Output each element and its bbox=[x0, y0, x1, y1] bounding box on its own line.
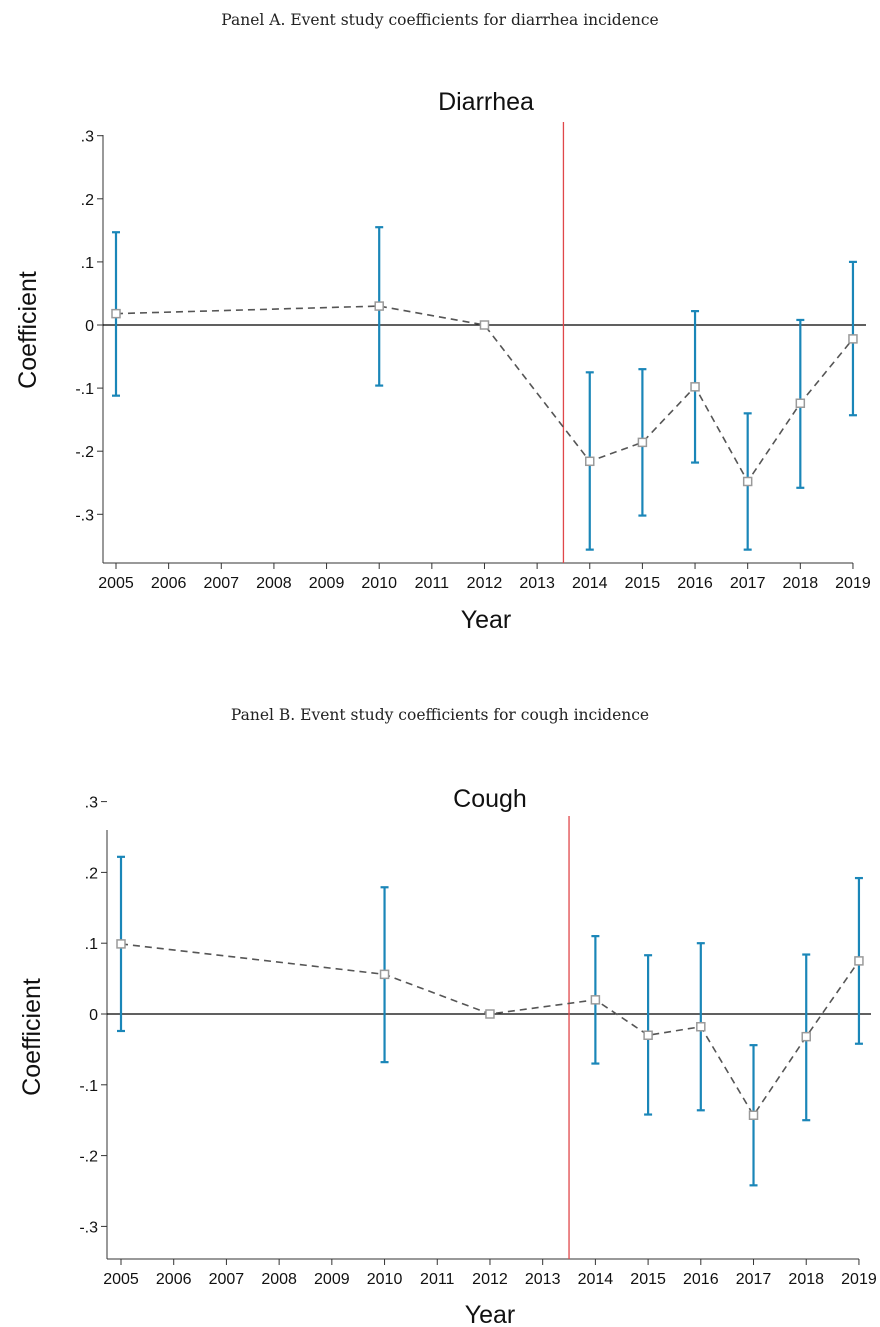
diarrhea-x-tick-label: 2016 bbox=[677, 575, 713, 592]
diarrhea-point-marker bbox=[374, 301, 384, 311]
cough-x-tick-label: 2011 bbox=[420, 1271, 455, 1288]
diarrhea-x-tick-label: 2019 bbox=[835, 575, 871, 592]
cough-y-tick-label: -.2 bbox=[79, 1149, 98, 1166]
diarrhea-x-tick-label: 2013 bbox=[519, 575, 555, 592]
cough-x-tick-label: 2014 bbox=[578, 1271, 614, 1288]
cough-y-tick-label: .1 bbox=[85, 936, 98, 953]
diarrhea-y-tick-label: 0 bbox=[85, 318, 94, 335]
cough-chart-title: Cough bbox=[453, 785, 527, 813]
cough-point-marker bbox=[116, 939, 126, 949]
diarrhea-x-tick-label: 2008 bbox=[256, 575, 292, 592]
cough-y-axis-label: Coefficient bbox=[18, 978, 46, 1096]
cough-x-tick-label: 2015 bbox=[630, 1271, 666, 1288]
cough-x-tick-label: 2016 bbox=[683, 1271, 719, 1288]
cough-point-marker bbox=[485, 1009, 495, 1019]
diarrhea-x-tick-label: 2012 bbox=[467, 575, 503, 592]
diarrhea-y-tick-label: -.1 bbox=[75, 381, 94, 398]
diarrhea-point-marker bbox=[795, 398, 806, 408]
diarrhea-y-tick-label: -.3 bbox=[75, 507, 94, 524]
diarrhea-x-tick-label: 2005 bbox=[98, 575, 134, 592]
cough-y-tick-label: .3 bbox=[85, 795, 98, 812]
diarrhea-x-tick-label: 2007 bbox=[203, 575, 239, 592]
cough-chart: Cough .3 .2 .1 0 -.1 -.2 -.3 2005 2006 2007 2008 200… bbox=[18, 785, 877, 1327]
cough-x-tick-label: 2018 bbox=[788, 1271, 824, 1288]
diarrhea-x-tick-label: 2010 bbox=[361, 575, 397, 592]
cough-point-marker bbox=[590, 995, 601, 1005]
diarrhea-x-tick-label: 2018 bbox=[783, 575, 819, 592]
diarrhea-point-marker bbox=[637, 437, 648, 448]
cough-y-tick-label: -.3 bbox=[79, 1219, 98, 1236]
diarrhea-point-marker bbox=[848, 334, 858, 344]
cough-x-tick-label: 2013 bbox=[525, 1271, 561, 1288]
diarrhea-x-tick-label: 2015 bbox=[625, 575, 661, 592]
diarrhea-point-marker bbox=[585, 456, 595, 467]
diarrhea-x-tick-label: 2014 bbox=[572, 575, 608, 592]
diarrhea-point-marker bbox=[690, 382, 700, 392]
cough-x-tick-label: 2005 bbox=[103, 1271, 139, 1288]
diarrhea-x-tick-label: 2011 bbox=[415, 575, 450, 592]
panel-b-caption: Panel B. Event study coefficients for co… bbox=[230, 706, 650, 724]
diarrhea-x-axis-label: Year bbox=[461, 606, 512, 634]
diarrhea-y-tick-label: -.2 bbox=[75, 444, 94, 461]
diarrhea-coefficient-line bbox=[115, 305, 854, 484]
cough-point-marker bbox=[801, 1031, 811, 1042]
cough-point-marker bbox=[854, 956, 864, 966]
cough-point-marker bbox=[643, 1030, 653, 1040]
cough-y-tick-label: -.1 bbox=[79, 1078, 98, 1095]
cough-x-tick-label: 2006 bbox=[156, 1271, 192, 1288]
cough-x-tick-label: 2019 bbox=[841, 1271, 877, 1288]
diarrhea-y-tick-label: .3 bbox=[81, 129, 94, 146]
diarrhea-chart: Diarrhea .3 .2 .1 0 -.1 -.2 -.3 2005 2006 2007 2008… bbox=[14, 88, 871, 634]
cough-coefficient-line bbox=[120, 943, 860, 1117]
cough-x-tick-label: 2017 bbox=[736, 1271, 772, 1288]
cough-point-marker bbox=[748, 1110, 759, 1120]
diarrhea-point-marker bbox=[742, 476, 753, 487]
diarrhea-x-tick-label: 2017 bbox=[730, 575, 766, 592]
panel-a-caption: Panel A. Event study coefficients for di… bbox=[221, 11, 659, 29]
cough-x-tick-label: 2012 bbox=[472, 1271, 508, 1288]
cough-x-axis-label: Year bbox=[465, 1301, 516, 1327]
cough-y-tick-label: .2 bbox=[85, 865, 98, 882]
diarrhea-x-tick-label: 2006 bbox=[151, 575, 187, 592]
diarrhea-y-axis-label: Coefficient bbox=[14, 271, 42, 389]
cough-point-marker bbox=[696, 1021, 706, 1032]
cough-point-marker bbox=[379, 969, 390, 980]
diarrhea-chart-title: Diarrhea bbox=[438, 88, 534, 116]
diarrhea-y-tick-label: .2 bbox=[81, 192, 94, 209]
cough-x-tick-label: 2008 bbox=[261, 1271, 297, 1288]
cough-x-tick-label: 2010 bbox=[367, 1271, 403, 1288]
diarrhea-y-tick-label: .1 bbox=[81, 255, 94, 272]
cough-x-tick-label: 2007 bbox=[209, 1271, 245, 1288]
diarrhea-point-marker bbox=[479, 320, 490, 330]
cough-x-tick-label: 2009 bbox=[314, 1271, 350, 1288]
cough-y-tick-label: 0 bbox=[89, 1007, 98, 1024]
diarrhea-point-marker bbox=[111, 308, 121, 319]
diarrhea-x-tick-label: 2009 bbox=[309, 575, 345, 592]
